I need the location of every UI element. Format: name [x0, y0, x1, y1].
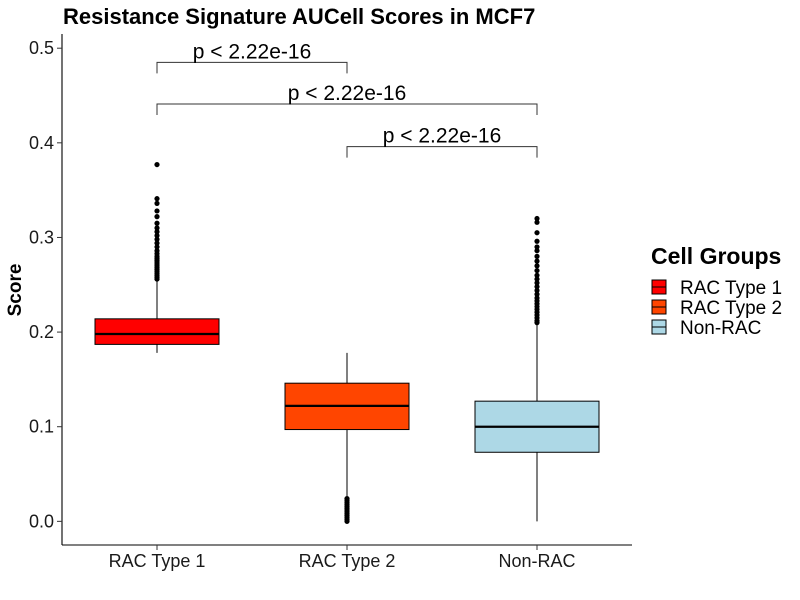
outlier-point	[534, 258, 540, 264]
box-non-rac	[474, 215, 600, 522]
y-tick-label: 0.3	[29, 227, 54, 247]
outlier-point	[534, 248, 540, 254]
outlier-point	[534, 219, 540, 225]
legend-item: RAC Type 2	[651, 298, 782, 319]
box-rac-type-1	[94, 161, 220, 353]
box-rac-type-2	[284, 352, 410, 524]
bracket-line	[156, 61, 348, 74]
outlier-point	[154, 244, 160, 250]
outlier-point	[534, 263, 540, 269]
significance-bracket: p < 2.22e-16	[156, 40, 348, 74]
outlier-point	[534, 215, 540, 222]
outlier-point	[154, 220, 160, 226]
outlier-point	[534, 295, 540, 301]
outlier-point	[154, 248, 160, 254]
outlier-point	[154, 208, 160, 214]
outlier-point	[534, 280, 540, 286]
y-tick-label: 0.5	[29, 38, 54, 58]
legend-title: Cell Groups	[651, 243, 781, 269]
x-tick-label: RAC Type 1	[109, 551, 206, 571]
outlier-point	[534, 244, 540, 250]
x-tick-label: RAC Type 2	[299, 551, 396, 571]
outlier-point	[534, 253, 540, 259]
outlier-point	[534, 238, 540, 244]
outlier-point	[154, 214, 160, 220]
legend-label: RAC Type 2	[680, 298, 782, 319]
outlier-point	[154, 196, 160, 202]
outlier-point	[154, 232, 160, 239]
chart-title: Resistance Signature AUCell Scores in MC…	[63, 4, 535, 29]
significance-bracket: p < 2.22e-16	[346, 125, 538, 158]
outlier-point	[154, 161, 160, 168]
outlier-point	[534, 272, 540, 278]
legend-label: Non-RAC	[680, 318, 761, 339]
outlier-point	[344, 518, 350, 524]
significance-bracket: p < 2.22e-16	[156, 82, 538, 116]
p-value-label: p < 2.22e-16	[383, 125, 502, 148]
outlier-point	[534, 291, 540, 297]
y-tick-label: 0.4	[29, 133, 54, 153]
y-tick-label: 0.0	[29, 511, 54, 531]
legend-item: Non-RAC	[651, 318, 761, 339]
y-tick-label: 0.2	[29, 322, 54, 342]
outlier-point	[154, 225, 160, 231]
outlier-point	[154, 240, 160, 246]
outlier-point	[154, 229, 160, 235]
outlier-point	[534, 284, 540, 290]
outlier-point	[154, 200, 160, 206]
outlier-point	[534, 267, 540, 274]
bracket-line	[346, 146, 538, 158]
p-value-label: p < 2.22e-16	[288, 82, 407, 105]
p-value-label: p < 2.22e-16	[193, 40, 312, 63]
y-tick-label: 0.1	[29, 417, 54, 437]
outlier-point	[534, 276, 540, 282]
plot-area: 0.0 0.1 0.2 0.3 0.4 0.5 RAC Type 1 RAC Type 2 No…	[29, 34, 632, 571]
outlier-point	[154, 236, 160, 242]
box-body	[94, 318, 220, 345]
bracket-line	[156, 103, 538, 116]
legend-label: RAC Type 1	[680, 278, 782, 299]
outlier-point	[534, 230, 540, 236]
y-axis-label: Score	[5, 264, 26, 317]
legend-item: RAC Type 1	[651, 278, 782, 299]
x-tick-label: Non-RAC	[498, 551, 575, 571]
outlier-point	[534, 287, 540, 294]
